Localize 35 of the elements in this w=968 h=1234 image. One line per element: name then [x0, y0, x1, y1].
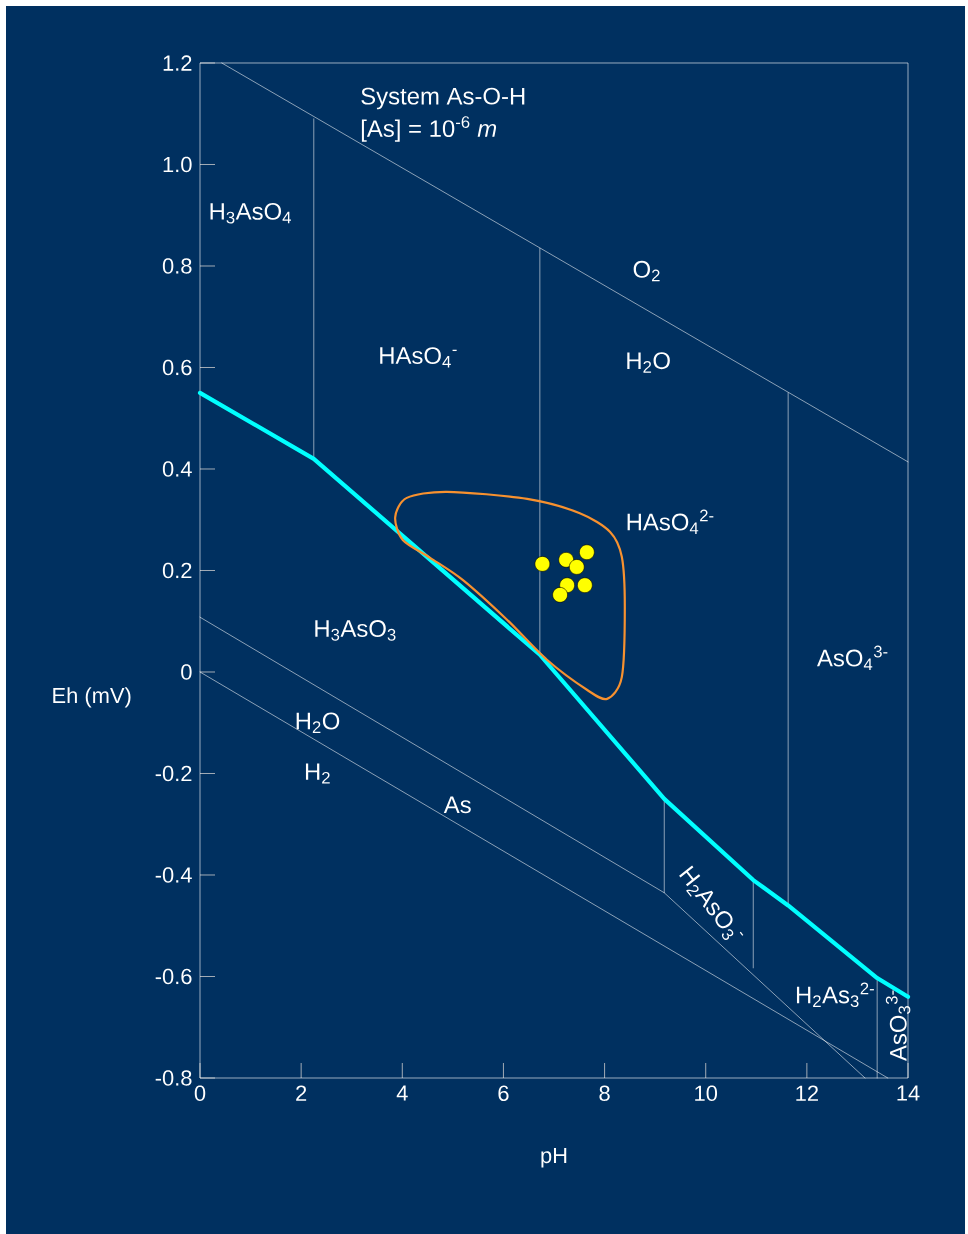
- annotation: AsO$_{4}$3-: [816, 645, 888, 670]
- x-tick-label: 8: [599, 1085, 610, 1102]
- x-tick-label: 2: [296, 1085, 307, 1101]
- y-tick-label: 1.2: [163, 55, 192, 71]
- x-tick-label: 10: [695, 1085, 718, 1102]
- x-tick-label: 0: [194, 1085, 206, 1102]
- annotation: H$_{3}$AsO$_{3}$: [315, 620, 396, 641]
- annotation: H$_{2}$O: [296, 712, 340, 733]
- annotation: HAsO$_{4}$-: [380, 347, 457, 368]
- annotation: O$_{2}$: [633, 260, 660, 282]
- y-tick-label: 0.8: [162, 258, 192, 274]
- y-tick-label: -0.4: [155, 867, 192, 883]
- annotation: H$_{3}$AsO$_{4}$: [210, 202, 291, 224]
- annotation: H$_{2}$O: [627, 352, 670, 373]
- y-tick-label: 0: [181, 664, 192, 680]
- annotation: [As] = 10$^{-6}$ m: [361, 116, 497, 142]
- annotation: As: [443, 796, 471, 814]
- y-tick-label: -0.2: [155, 765, 192, 782]
- y-tick-label: 0.2: [162, 562, 192, 579]
- y-tick-label: 0.6: [162, 359, 192, 376]
- x-tick-label: 14: [897, 1085, 920, 1101]
- y-tick-label: -0.6: [155, 968, 192, 985]
- y-axis-title: Eh (mV): [53, 687, 131, 708]
- y-tick-label: 0.4: [162, 461, 192, 477]
- x-axis-title: pH: [541, 1147, 567, 1168]
- annotation: AsO$_{3}$3-: [885, 990, 911, 1062]
- annotation: H$_{2}$As$_{3}$2-: [796, 982, 874, 1008]
- x-tick-label: 4: [396, 1085, 408, 1101]
- x-tick-label: 12: [796, 1085, 818, 1101]
- annotation: H$_{2}$: [305, 763, 330, 784]
- x-tick-label: 6: [498, 1085, 509, 1102]
- y-tick-label: -0.8: [155, 1070, 192, 1086]
- annotation: HAsO$_{4}$2-: [627, 509, 714, 534]
- annotation: System As-O-H: [361, 87, 525, 110]
- y-tick-label: 1.0: [163, 156, 192, 173]
